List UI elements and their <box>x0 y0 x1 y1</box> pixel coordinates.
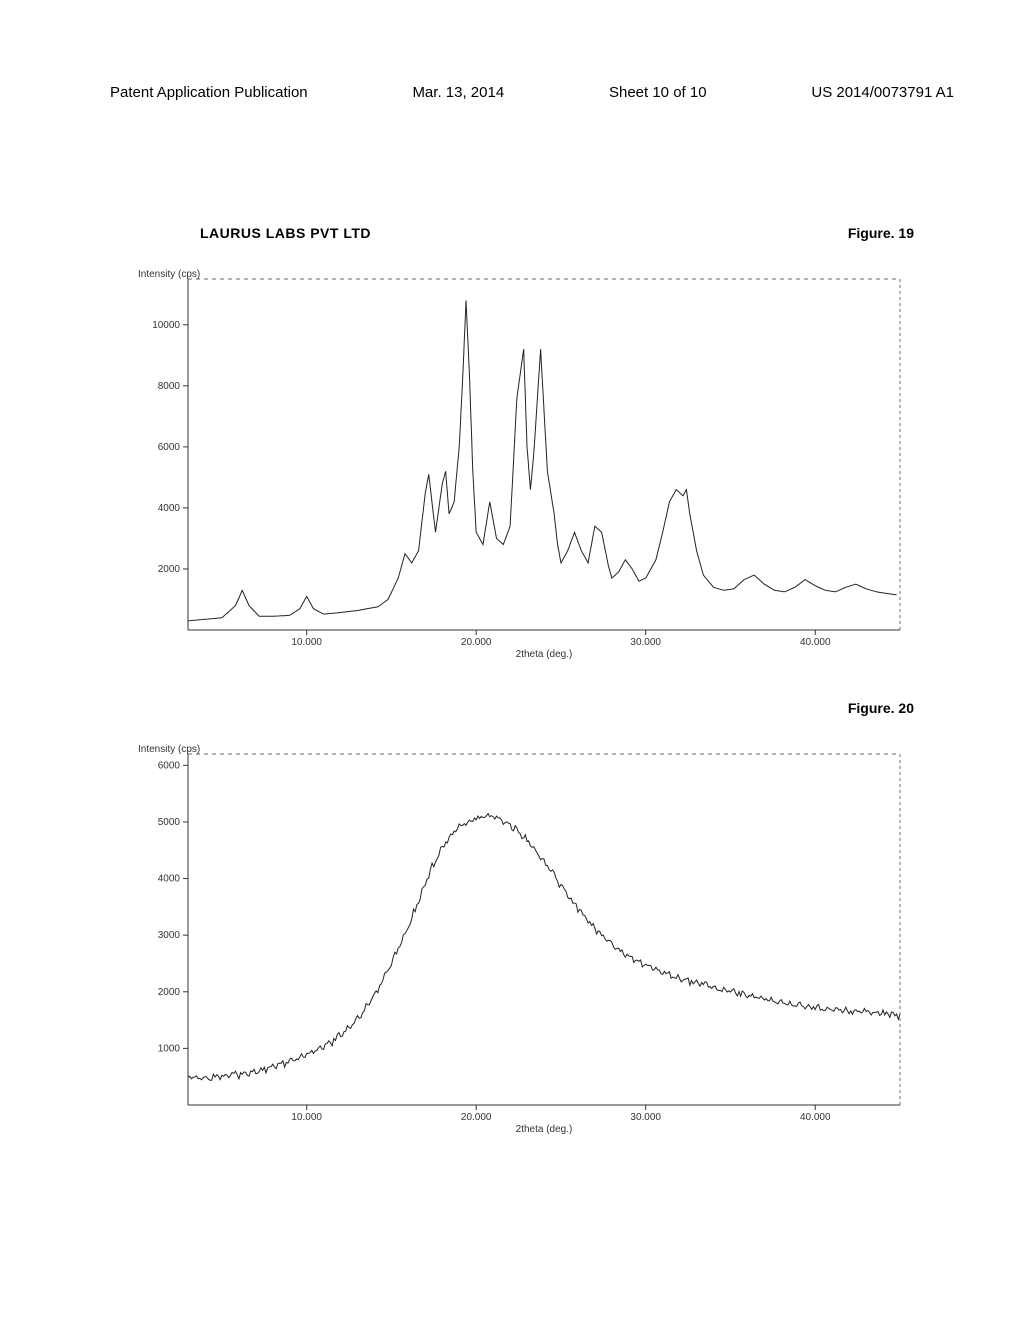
svg-text:20.000: 20.000 <box>461 637 492 648</box>
svg-text:30.000: 30.000 <box>630 1112 661 1123</box>
svg-text:8000: 8000 <box>158 381 181 392</box>
svg-text:1000: 1000 <box>158 1043 181 1054</box>
svg-text:10.000: 10.000 <box>291 637 322 648</box>
svg-text:6000: 6000 <box>158 760 181 771</box>
svg-text:40.000: 40.000 <box>800 637 831 648</box>
svg-text:2000: 2000 <box>158 987 181 998</box>
svg-text:6000: 6000 <box>158 442 181 453</box>
svg-text:20.000: 20.000 <box>461 1112 492 1123</box>
publication-label: Patent Application Publication <box>110 84 308 101</box>
svg-text:30.000: 30.000 <box>630 637 661 648</box>
svg-text:Intensity (cps): Intensity (cps) <box>138 744 200 755</box>
svg-text:10.000: 10.000 <box>291 1112 322 1123</box>
svg-text:2000: 2000 <box>158 564 181 575</box>
pub-date: Mar. 13, 2014 <box>412 84 504 101</box>
svg-text:4000: 4000 <box>158 874 181 885</box>
company-name: LAURUS LABS PVT LTD <box>200 225 371 241</box>
svg-text:Intensity (cps): Intensity (cps) <box>138 269 200 280</box>
pub-number: US 2014/0073791 A1 <box>811 84 954 101</box>
xrd-chart-20: 1000 2000 3000 4000 5000 6000 10.000 20.000 30.0… <box>130 740 910 1140</box>
sheet-number: Sheet 10 of 10 <box>609 84 707 101</box>
svg-text:4000: 4000 <box>158 503 181 514</box>
svg-text:2theta (deg.): 2theta (deg.) <box>516 649 573 660</box>
xrd-chart-19: 2000 4000 6000 8000 10000 10.000 20.000 30.000 4… <box>130 265 910 665</box>
figure-20-label: Figure. 20 <box>848 700 914 716</box>
svg-text:5000: 5000 <box>158 817 181 828</box>
svg-text:10000: 10000 <box>152 320 180 331</box>
svg-text:40.000: 40.000 <box>800 1112 831 1123</box>
figure-19-label: Figure. 19 <box>848 225 914 241</box>
svg-text:3000: 3000 <box>158 930 181 941</box>
svg-text:2theta (deg.): 2theta (deg.) <box>516 1124 573 1135</box>
